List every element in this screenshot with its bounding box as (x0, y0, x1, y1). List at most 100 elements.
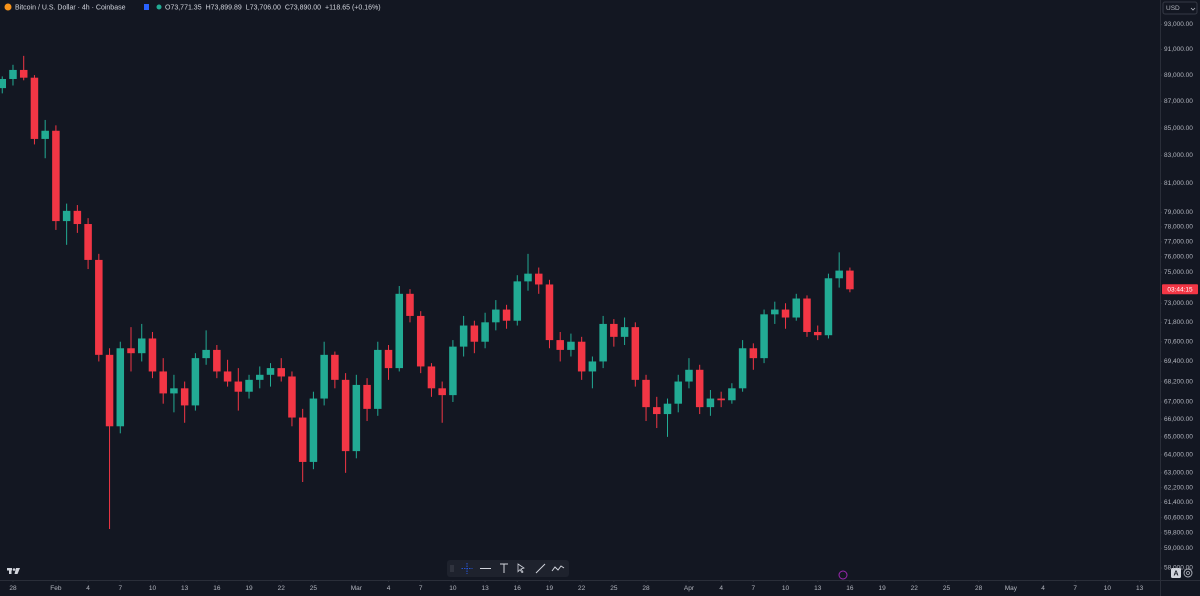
symbol-icon (4, 3, 12, 11)
x-tick-label: 19 (245, 585, 253, 592)
candle-body (266, 368, 275, 375)
x-tick-label: 10 (149, 585, 157, 592)
candle-body (481, 322, 489, 342)
ohlc-value: C73,890.00 (285, 4, 321, 11)
candle-body (534, 273, 543, 285)
x-tick-label: 10 (449, 585, 457, 592)
x-tick-label: 22 (278, 585, 286, 592)
ohlc-value: O73,771.35 (165, 4, 202, 11)
logo-part (9, 568, 12, 574)
y-tick-label: 83,000.00 (1164, 152, 1193, 159)
y-tick-label: 67,000.00 (1164, 399, 1193, 406)
candle-body (170, 388, 178, 394)
candle-body (653, 407, 661, 415)
candle-body (631, 327, 640, 380)
path-tool[interactable] (551, 565, 565, 572)
candle-body (846, 270, 854, 290)
candle-body (363, 384, 371, 409)
ohlc-value: H73,899.89 (206, 4, 242, 11)
y-tick-label: 59,000.00 (1164, 545, 1193, 552)
candle-body (374, 349, 382, 409)
settings-button[interactable] (1183, 568, 1193, 578)
x-tick-label: 7 (752, 585, 756, 592)
x-tick-label: 22 (911, 585, 919, 592)
candle-body (223, 371, 232, 382)
candle-body (406, 293, 414, 316)
x-tick-label: 7 (118, 585, 122, 592)
candle-body (416, 315, 425, 367)
candle-body (148, 338, 157, 372)
x-tick-label: 28 (975, 585, 983, 592)
candle-body (556, 340, 564, 350)
x-tick-label: 19 (546, 585, 554, 592)
candle-body (52, 130, 60, 222)
y-tick-label: 59,800.00 (1164, 530, 1193, 537)
dropdown-arrow (1190, 7, 1196, 11)
x-tick-label: 7 (1073, 585, 1077, 592)
ohlc-readout: O73,771.35 H73,899.89 L73,706.00 C73,890.00… (165, 4, 381, 11)
y-tick-label: 76,000.00 (1164, 254, 1193, 261)
ohlc-value: +118.65 (+0.16%) (325, 4, 381, 11)
candle-body (331, 354, 339, 380)
x-tick-label: 7 (419, 585, 423, 592)
x-tick-label: 10 (1104, 585, 1112, 592)
candle-body (545, 284, 554, 341)
candle-body (781, 309, 790, 318)
candle-body (191, 358, 200, 406)
y-tick-label: 62,200.00 (1164, 484, 1193, 491)
candle-body (728, 388, 736, 401)
candle-body (717, 398, 725, 401)
candle-body (277, 368, 285, 377)
y-tick-label: 65,000.00 (1164, 434, 1193, 441)
x-tick-label: 4 (387, 585, 391, 592)
candle-body (9, 69, 17, 79)
candle-body (19, 69, 28, 78)
y-tick-label: 79,000.00 (1164, 209, 1193, 216)
candle-body (105, 354, 114, 427)
x-tick-label: 25 (310, 585, 318, 592)
crosshair-tool[interactable] (461, 563, 473, 574)
candle-body (320, 354, 328, 399)
trendline-tool[interactable] (535, 563, 546, 574)
x-tick-label: May (1005, 585, 1018, 592)
candle-body (620, 327, 629, 337)
candle-body (803, 298, 811, 332)
flag-icon[interactable] (144, 4, 149, 10)
y-tick-label: 73,000.00 (1164, 300, 1193, 307)
y-tick-label: 66,000.00 (1164, 416, 1193, 423)
candle-body (288, 376, 296, 418)
candle-body (73, 210, 82, 225)
logo (7, 568, 20, 574)
x-tick-label: 19 (878, 585, 886, 592)
candle-body (30, 77, 39, 139)
candle-body (137, 338, 146, 354)
candle-body (449, 346, 457, 396)
candle-body (62, 210, 71, 222)
y-tick-label: 87,000.00 (1164, 98, 1193, 105)
x-tick-label: 16 (846, 585, 854, 592)
y-tick-label: 75,000.00 (1164, 269, 1193, 276)
x-tick-label: 13 (481, 585, 489, 592)
x-tick-label: 13 (814, 585, 822, 592)
replay-icon[interactable] (838, 570, 848, 580)
candle-body (245, 379, 253, 392)
candle-body (341, 379, 350, 452)
countdown-box (1162, 284, 1198, 295)
y-tick-label: 63,000.00 (1164, 470, 1193, 477)
auto-scale-button[interactable] (1171, 568, 1181, 578)
x-tick-label: 4 (1041, 585, 1045, 592)
candle-body (824, 278, 833, 336)
text-tool[interactable] (500, 563, 508, 573)
candle-body (384, 349, 393, 369)
candle-body (835, 270, 843, 279)
cursor-tool[interactable] (517, 563, 525, 574)
y-tick-label: 78,000.00 (1164, 224, 1193, 231)
x-tick-label: Feb (50, 585, 62, 592)
candle-body (706, 398, 715, 408)
logo-part (14, 568, 20, 574)
candle-body (771, 309, 779, 315)
candle-body (749, 348, 758, 359)
y-tick-label: 69,400.00 (1164, 358, 1193, 365)
currency-button[interactable] (1162, 1, 1198, 15)
